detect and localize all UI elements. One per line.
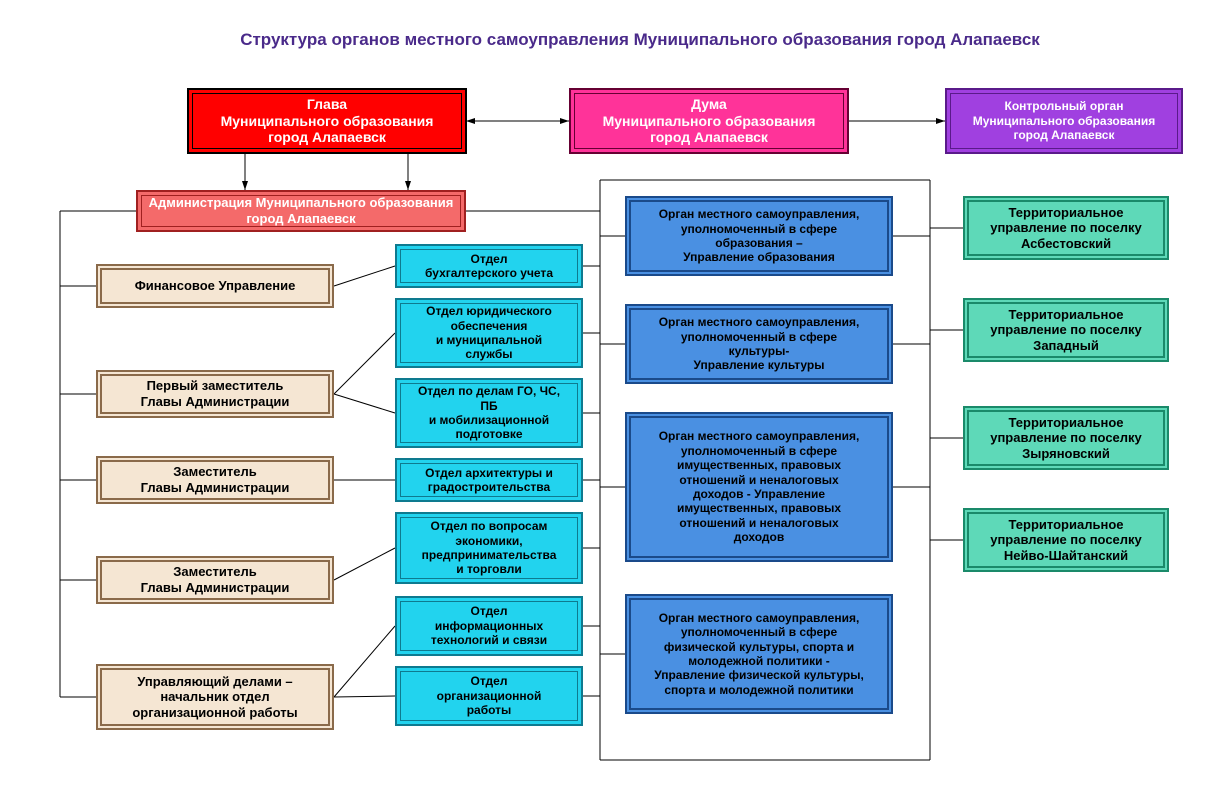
node-mgr: Управляющий делами –начальник отделорган… <box>96 664 334 730</box>
node-o_acct: Отделбухгалтерского учета <box>395 244 583 288</box>
chart-title: Структура органов местного самоуправлени… <box>170 30 1110 50</box>
node-dep1: Первый заместительГлавы Администрации <box>96 370 334 418</box>
node-o_go: Отдел по делам ГО, ЧС,ПБи мобилизационно… <box>395 378 583 448</box>
node-t_zap: Территориальноеуправление по поселкуЗапа… <box>963 298 1169 362</box>
org-chart-canvas: Структура органов местного самоуправлени… <box>0 0 1216 806</box>
node-o_it: Отделинформационныхтехнологий и связи <box>395 596 583 656</box>
node-o_econ: Отдел по вопросамэкономики,предпринимате… <box>395 512 583 584</box>
node-t_zyr: Территориальноеуправление по поселкуЗыря… <box>963 406 1169 470</box>
node-head: ГлаваМуниципального образованиягород Ала… <box>187 88 467 154</box>
node-cult: Орган местного самоуправления,уполномоче… <box>625 304 893 384</box>
node-control: Контрольный органМуниципального образова… <box>945 88 1183 154</box>
node-t_nsh: Территориальноеуправление по поселкуНейв… <box>963 508 1169 572</box>
node-o_arch: Отдел архитектуры иградостроительства <box>395 458 583 502</box>
node-edu: Орган местного самоуправления,уполномоче… <box>625 196 893 276</box>
node-prop: Орган местного самоуправления,уполномоче… <box>625 412 893 562</box>
node-t_asb: Территориальноеуправление по поселкуАсбе… <box>963 196 1169 260</box>
node-dep2: ЗаместительГлавы Администрации <box>96 456 334 504</box>
node-admin: Администрация Муниципального образования… <box>136 190 466 232</box>
node-duma: ДумаМуниципального образованиягород Алап… <box>569 88 849 154</box>
node-fin: Финансовое Управление <box>96 264 334 308</box>
node-dep3: ЗаместительГлавы Администрации <box>96 556 334 604</box>
node-o_org: Отделорганизационнойработы <box>395 666 583 726</box>
node-sport: Орган местного самоуправления,уполномоче… <box>625 594 893 714</box>
node-o_legal: Отдел юридическогообеспеченияи муниципал… <box>395 298 583 368</box>
